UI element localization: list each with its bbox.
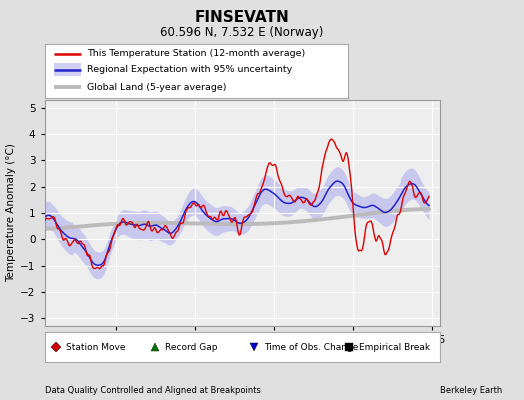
Text: Empirical Break: Empirical Break bbox=[359, 342, 430, 352]
Text: Station Move: Station Move bbox=[67, 342, 126, 352]
Text: Berkeley Earth: Berkeley Earth bbox=[440, 386, 503, 395]
Text: Regional Expectation with 95% uncertainty: Regional Expectation with 95% uncertaint… bbox=[87, 66, 292, 74]
Text: FINSEVATN: FINSEVATN bbox=[195, 10, 289, 25]
Text: 60.596 N, 7.532 E (Norway): 60.596 N, 7.532 E (Norway) bbox=[160, 26, 324, 39]
Y-axis label: Temperature Anomaly (°C): Temperature Anomaly (°C) bbox=[6, 144, 16, 282]
Text: Global Land (5-year average): Global Land (5-year average) bbox=[87, 83, 226, 92]
Text: This Temperature Station (12-month average): This Temperature Station (12-month avera… bbox=[87, 49, 305, 58]
Text: Record Gap: Record Gap bbox=[165, 342, 217, 352]
Text: Time of Obs. Change: Time of Obs. Change bbox=[264, 342, 358, 352]
Text: Data Quality Controlled and Aligned at Breakpoints: Data Quality Controlled and Aligned at B… bbox=[45, 386, 260, 395]
